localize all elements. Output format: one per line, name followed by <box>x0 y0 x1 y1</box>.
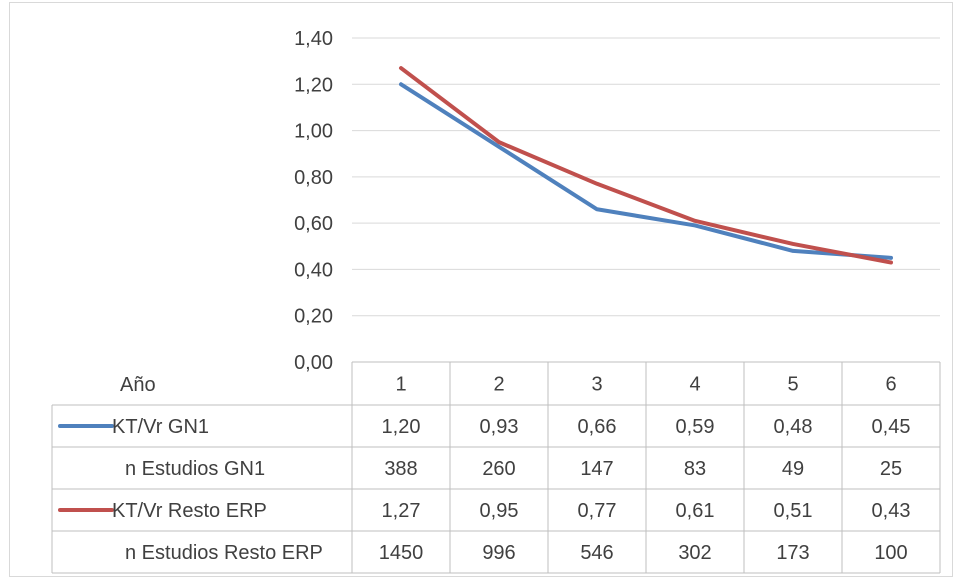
x-tick-label: 5 <box>787 374 798 396</box>
y-tick-label: 1,40 <box>294 28 333 50</box>
table-cell: 1,20 <box>382 416 421 438</box>
x-tick-label: 4 <box>689 374 700 396</box>
table-row-label: n Estudios GN1 <box>125 458 265 480</box>
y-tick-label: 0,00 <box>294 352 333 374</box>
y-tick-label: 1,00 <box>294 121 333 143</box>
table-row-label: KT/Vr Resto ERP <box>112 500 267 522</box>
table-cell: 0,59 <box>676 416 715 438</box>
x-axis-title: Año <box>120 374 156 396</box>
table-cell: 996 <box>482 542 515 564</box>
series-line <box>399 66 893 265</box>
table-row-label: n Estudios Resto ERP <box>125 542 323 564</box>
table-cell: 173 <box>776 542 809 564</box>
table-cell: 0,48 <box>774 416 813 438</box>
x-tick-label: 2 <box>493 374 504 396</box>
table-cell: 0,93 <box>480 416 519 438</box>
table-cell: 100 <box>874 542 907 564</box>
table-cell: 302 <box>678 542 711 564</box>
x-tick-label: 6 <box>885 374 896 396</box>
x-tick-label: 3 <box>591 374 602 396</box>
table-cell: 0,51 <box>774 500 813 522</box>
y-tick-label: 0,20 <box>294 306 333 328</box>
y-tick-label: 0,40 <box>294 259 333 281</box>
y-tick-label: 0,60 <box>294 213 333 235</box>
table-row-label: KT/Vr GN1 <box>112 416 209 438</box>
table-cell: 147 <box>580 458 613 480</box>
chart-frame <box>9 2 953 577</box>
y-tick-label: 1,20 <box>294 74 333 96</box>
table-cell: 0,77 <box>578 500 617 522</box>
table-cell: 49 <box>782 458 804 480</box>
x-tick-label: 1 <box>395 374 406 396</box>
table-cell: 0,45 <box>872 416 911 438</box>
table-cell: 546 <box>580 542 613 564</box>
table-cell: 25 <box>880 458 902 480</box>
table-cell: 0,61 <box>676 500 715 522</box>
table-cell: 0,43 <box>872 500 911 522</box>
table-cell: 1,27 <box>382 500 421 522</box>
table-cell: 1450 <box>379 542 424 564</box>
table-cell: 0,95 <box>480 500 519 522</box>
y-tick-label: 0,80 <box>294 167 333 189</box>
table-cell: 260 <box>482 458 515 480</box>
series-line <box>399 82 893 260</box>
table-cell: 83 <box>684 458 706 480</box>
table-cell: 388 <box>384 458 417 480</box>
table-cell: 0,66 <box>578 416 617 438</box>
